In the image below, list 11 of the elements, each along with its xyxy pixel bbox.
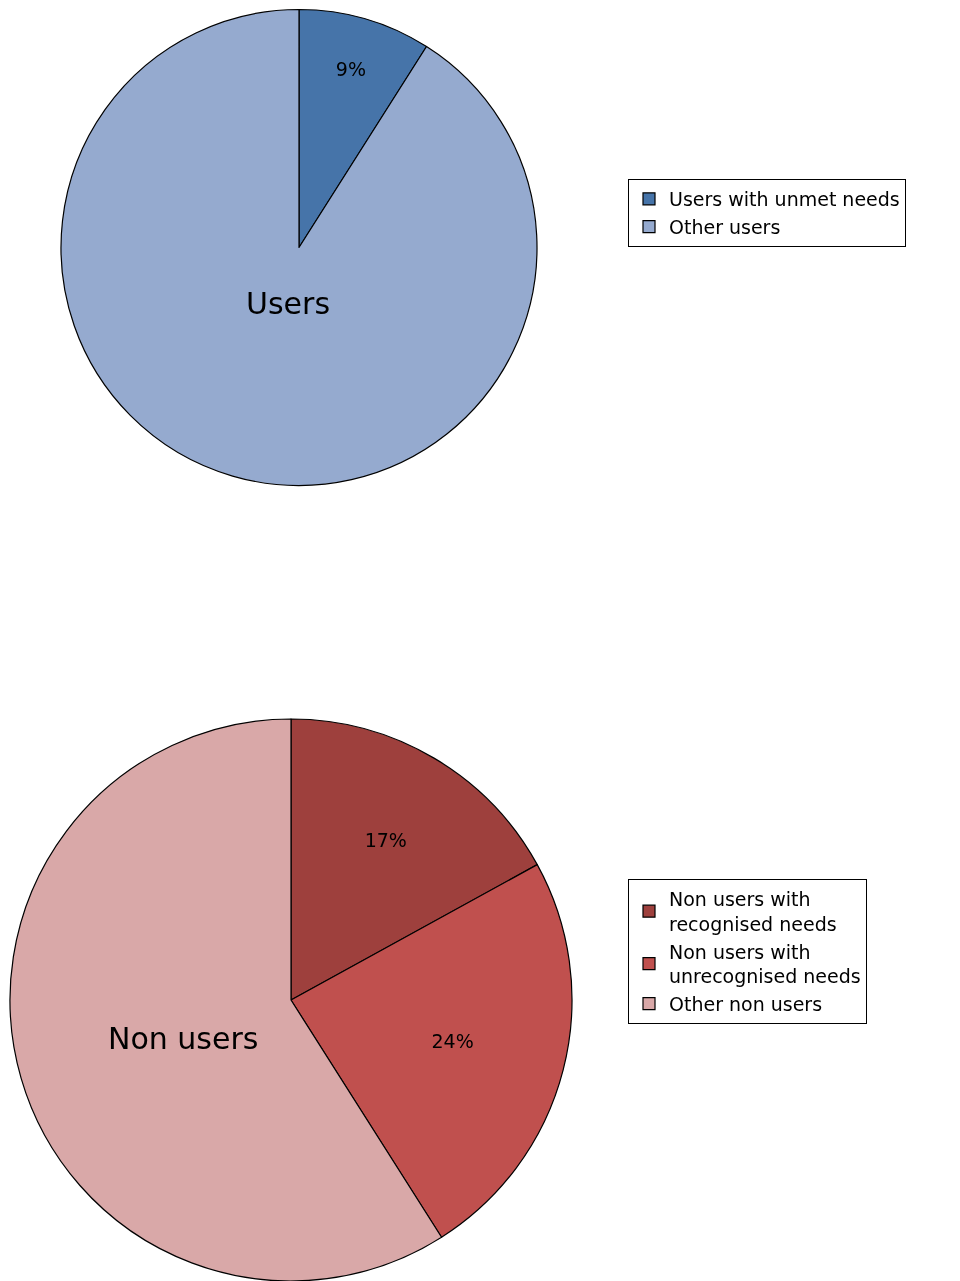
legend-label: Users with unmet needs	[669, 188, 900, 211]
data-label: 9%	[335, 57, 366, 80]
legend-label: Other non users	[669, 993, 823, 1016]
legend-label: Non users with unrecognised needs	[669, 940, 861, 988]
legend-label: Other users	[669, 215, 781, 238]
text: Users	[246, 286, 331, 321]
data-label: 24%	[431, 1030, 474, 1053]
data-label: 17%	[364, 828, 407, 851]
legend-label: Non users with recognised needs	[669, 888, 837, 935]
pie-slice	[60, 8, 538, 487]
text: Non users	[108, 1021, 259, 1056]
